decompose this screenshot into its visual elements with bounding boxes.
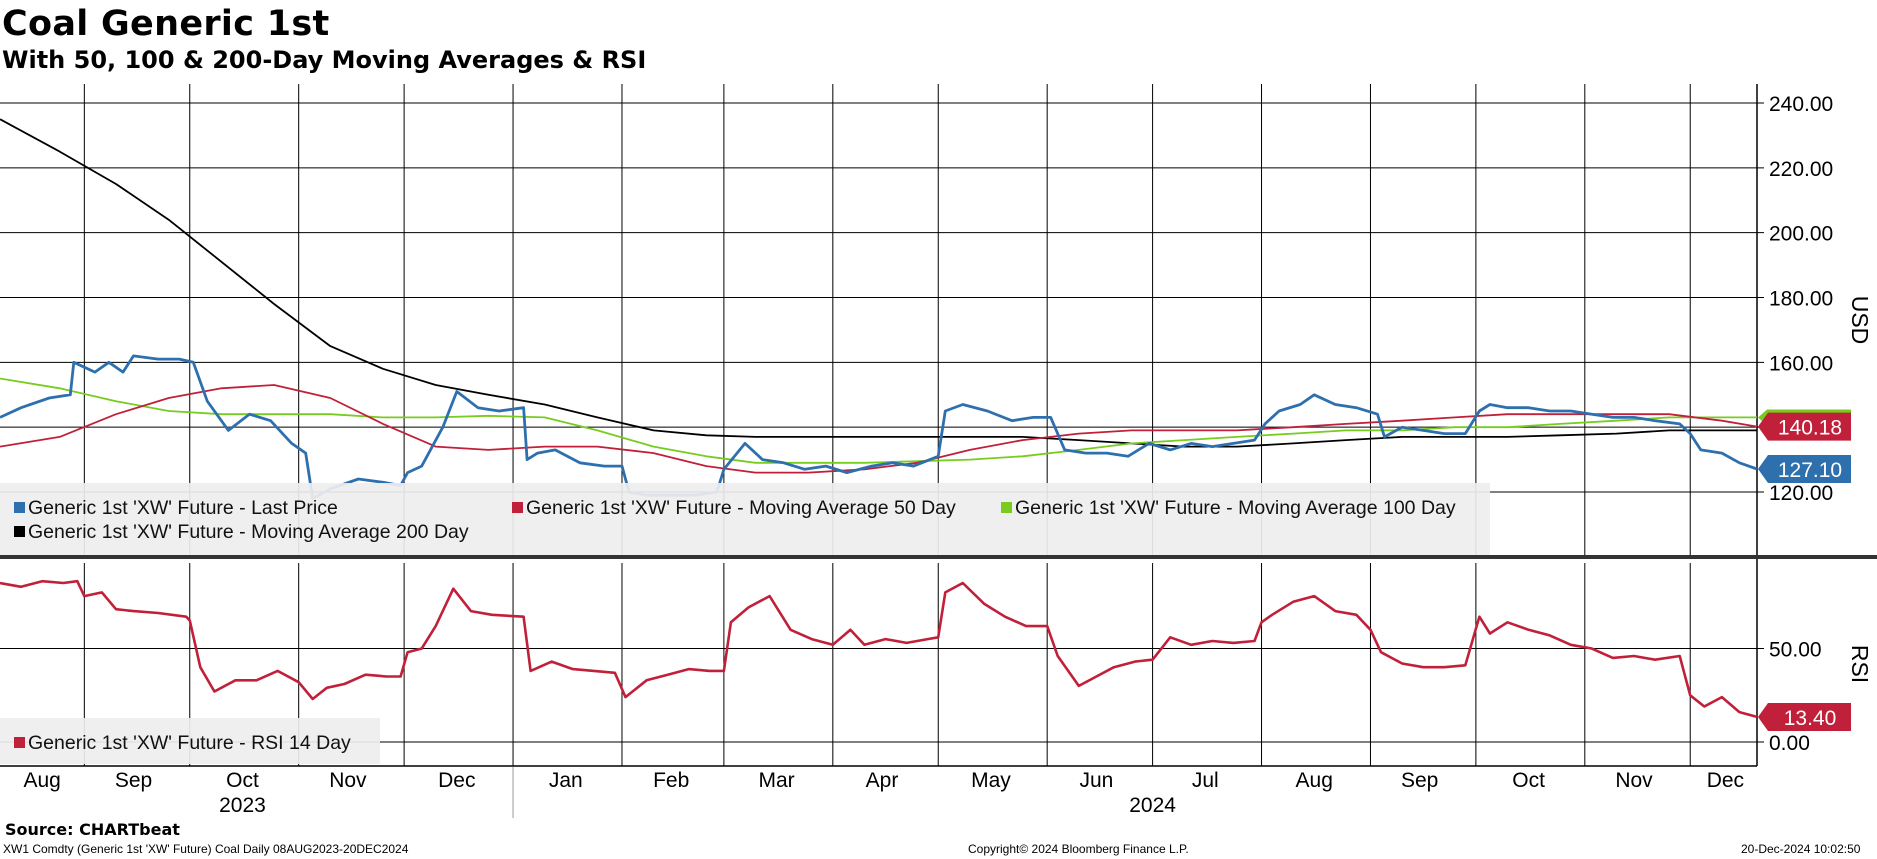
legend-swatch [14, 737, 25, 748]
legend-swatch [1001, 502, 1012, 513]
month-label: Sep [115, 769, 152, 792]
month-label: Oct [226, 769, 259, 792]
legend-swatch [14, 526, 25, 537]
series-line-ma200 [0, 118, 1757, 448]
last-rsi-value: 13.40 [1784, 707, 1837, 730]
timestamp: 20-Dec-2024 10:02:50 [1741, 842, 1861, 856]
series-line-ma50 [0, 384, 1758, 474]
legend-swatch [14, 502, 25, 513]
series-line-last-price [0, 354, 1758, 500]
chart-subtitle: With 50, 100 & 200-Day Moving Averages &… [2, 46, 647, 74]
legend-swatch [512, 502, 523, 513]
month-label: Apr [866, 769, 899, 792]
rsi-tick-label: 0.00 [1769, 732, 1810, 755]
legend-label: Generic 1st 'XW' Future - Moving Average… [1015, 497, 1456, 519]
price-tick-label: 240.00 [1769, 93, 1833, 116]
month-label: Dec [438, 769, 475, 792]
year-label: 2024 [1129, 794, 1176, 817]
price-axis-title: USD [1847, 296, 1873, 345]
last-last-price-value: 127.10 [1778, 459, 1842, 482]
price-plot-area [0, 84, 1757, 557]
legend-label: Generic 1st 'XW' Future - RSI 14 Day [28, 732, 351, 754]
year-label: 2023 [219, 794, 266, 817]
source-note: Source: CHARTbeat [5, 820, 180, 839]
legend-label: Generic 1st 'XW' Future - Last Price [28, 497, 338, 519]
rsi-tick-label: 50.00 [1769, 639, 1822, 662]
legend-background [0, 718, 380, 764]
month-label: Nov [329, 769, 367, 792]
month-label: Oct [1512, 769, 1545, 792]
last-ma50-value: 140.18 [1778, 417, 1842, 440]
rsi-legend: Generic 1st 'XW' Future - RSI 14 Day [0, 718, 380, 764]
month-label: May [971, 769, 1011, 792]
copyright-note: Copyright© 2024 Bloomberg Finance L.P. [968, 842, 1189, 856]
legend-background [0, 483, 1490, 555]
legend-label: Generic 1st 'XW' Future - Moving Average… [526, 497, 956, 519]
month-label: Dec [1707, 769, 1744, 792]
month-label: Jul [1192, 769, 1219, 792]
chart-title: Coal Generic 1st [2, 4, 330, 44]
month-label: Mar [759, 769, 795, 792]
month-label: Nov [1615, 769, 1653, 792]
month-label: Aug [23, 769, 60, 792]
last-ma50-tag [1758, 412, 1851, 441]
month-label: Jun [1079, 769, 1113, 792]
last-rsi-tag [1758, 702, 1851, 731]
ticker-info: XW1 Comdty (Generic 1st 'XW' Future) Coa… [3, 842, 409, 856]
month-label: Aug [1296, 769, 1333, 792]
price-tick-label: 200.00 [1769, 223, 1833, 246]
month-label: Feb [653, 769, 689, 792]
last-last-price-tag [1758, 454, 1851, 483]
month-label: Jan [549, 769, 583, 792]
price-tick-label: 220.00 [1769, 158, 1833, 181]
series-line-rsi [0, 579, 1758, 719]
month-label: Sep [1401, 769, 1438, 792]
price-tick-label: 120.00 [1769, 482, 1833, 505]
price-tick-label: 160.00 [1769, 352, 1833, 375]
legend-label: Generic 1st 'XW' Future - Moving Average… [28, 521, 469, 543]
price-legend: Generic 1st 'XW' Future - Last Price Gene… [0, 483, 1490, 555]
price-tick-label: 180.00 [1769, 288, 1833, 311]
rsi-axis-title: RSI [1847, 645, 1873, 683]
